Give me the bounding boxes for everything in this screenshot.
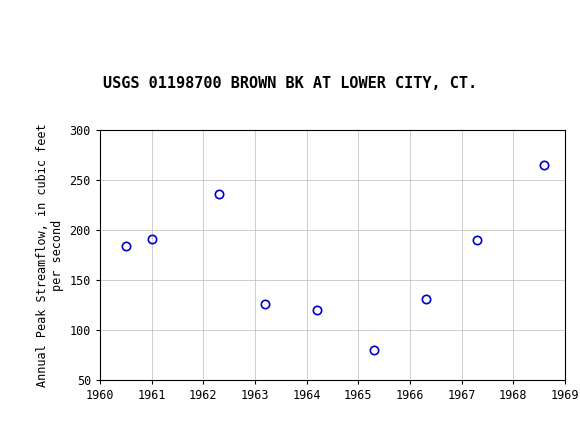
Text: USGS 01198700 BROWN BK AT LOWER CITY, CT.: USGS 01198700 BROWN BK AT LOWER CITY, CT… [103, 76, 477, 91]
Bar [2, 2, 39, 40]
Y-axis label: Annual Peak Streamflow, in cubic feet
per second: Annual Peak Streamflow, in cubic feet pe… [36, 123, 64, 387]
Text: USGS: USGS [44, 13, 103, 32]
